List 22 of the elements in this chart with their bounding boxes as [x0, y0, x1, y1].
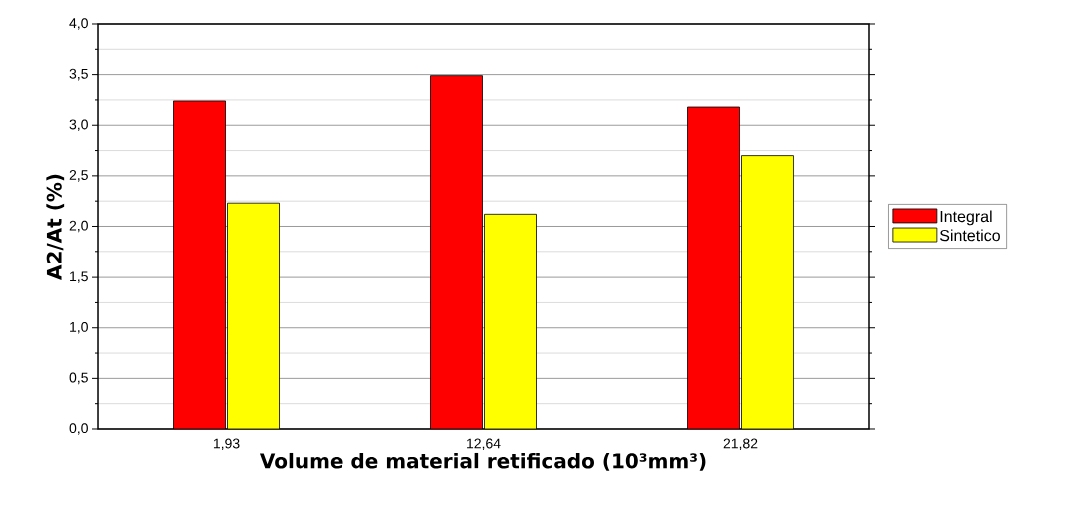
- bar: [227, 202, 280, 429]
- bar: [687, 106, 740, 429]
- x-tick-label: 12,64: [467, 438, 501, 451]
- y-tick-label: 2,0: [69, 220, 88, 233]
- legend-label: Integral: [940, 210, 992, 226]
- bar: [484, 213, 537, 429]
- x-tick-label: 21,82: [723, 438, 758, 451]
- y-axis-title: A2/At (%): [46, 174, 65, 280]
- legend-label: Sintetico: [939, 229, 1000, 242]
- bar: [741, 155, 794, 429]
- x-tick-label: 1,93: [213, 438, 240, 451]
- y-tick-label: 4,0: [69, 18, 88, 30]
- y-tick-label: 1,5: [70, 271, 88, 283]
- y-tick-label: 3,5: [69, 68, 88, 81]
- y-tick-label: 0,5: [69, 372, 88, 385]
- y-tick-label: 2,5: [69, 170, 88, 182]
- x-axis-title: Volume de material retificado (10³mm³): [259, 452, 706, 471]
- y-tick-label: 3,0: [69, 119, 88, 132]
- bar: [173, 100, 226, 429]
- bar: [430, 75, 483, 429]
- y-tick-label: 1,0: [70, 321, 88, 334]
- y-tick-label: 0,0: [69, 423, 88, 435]
